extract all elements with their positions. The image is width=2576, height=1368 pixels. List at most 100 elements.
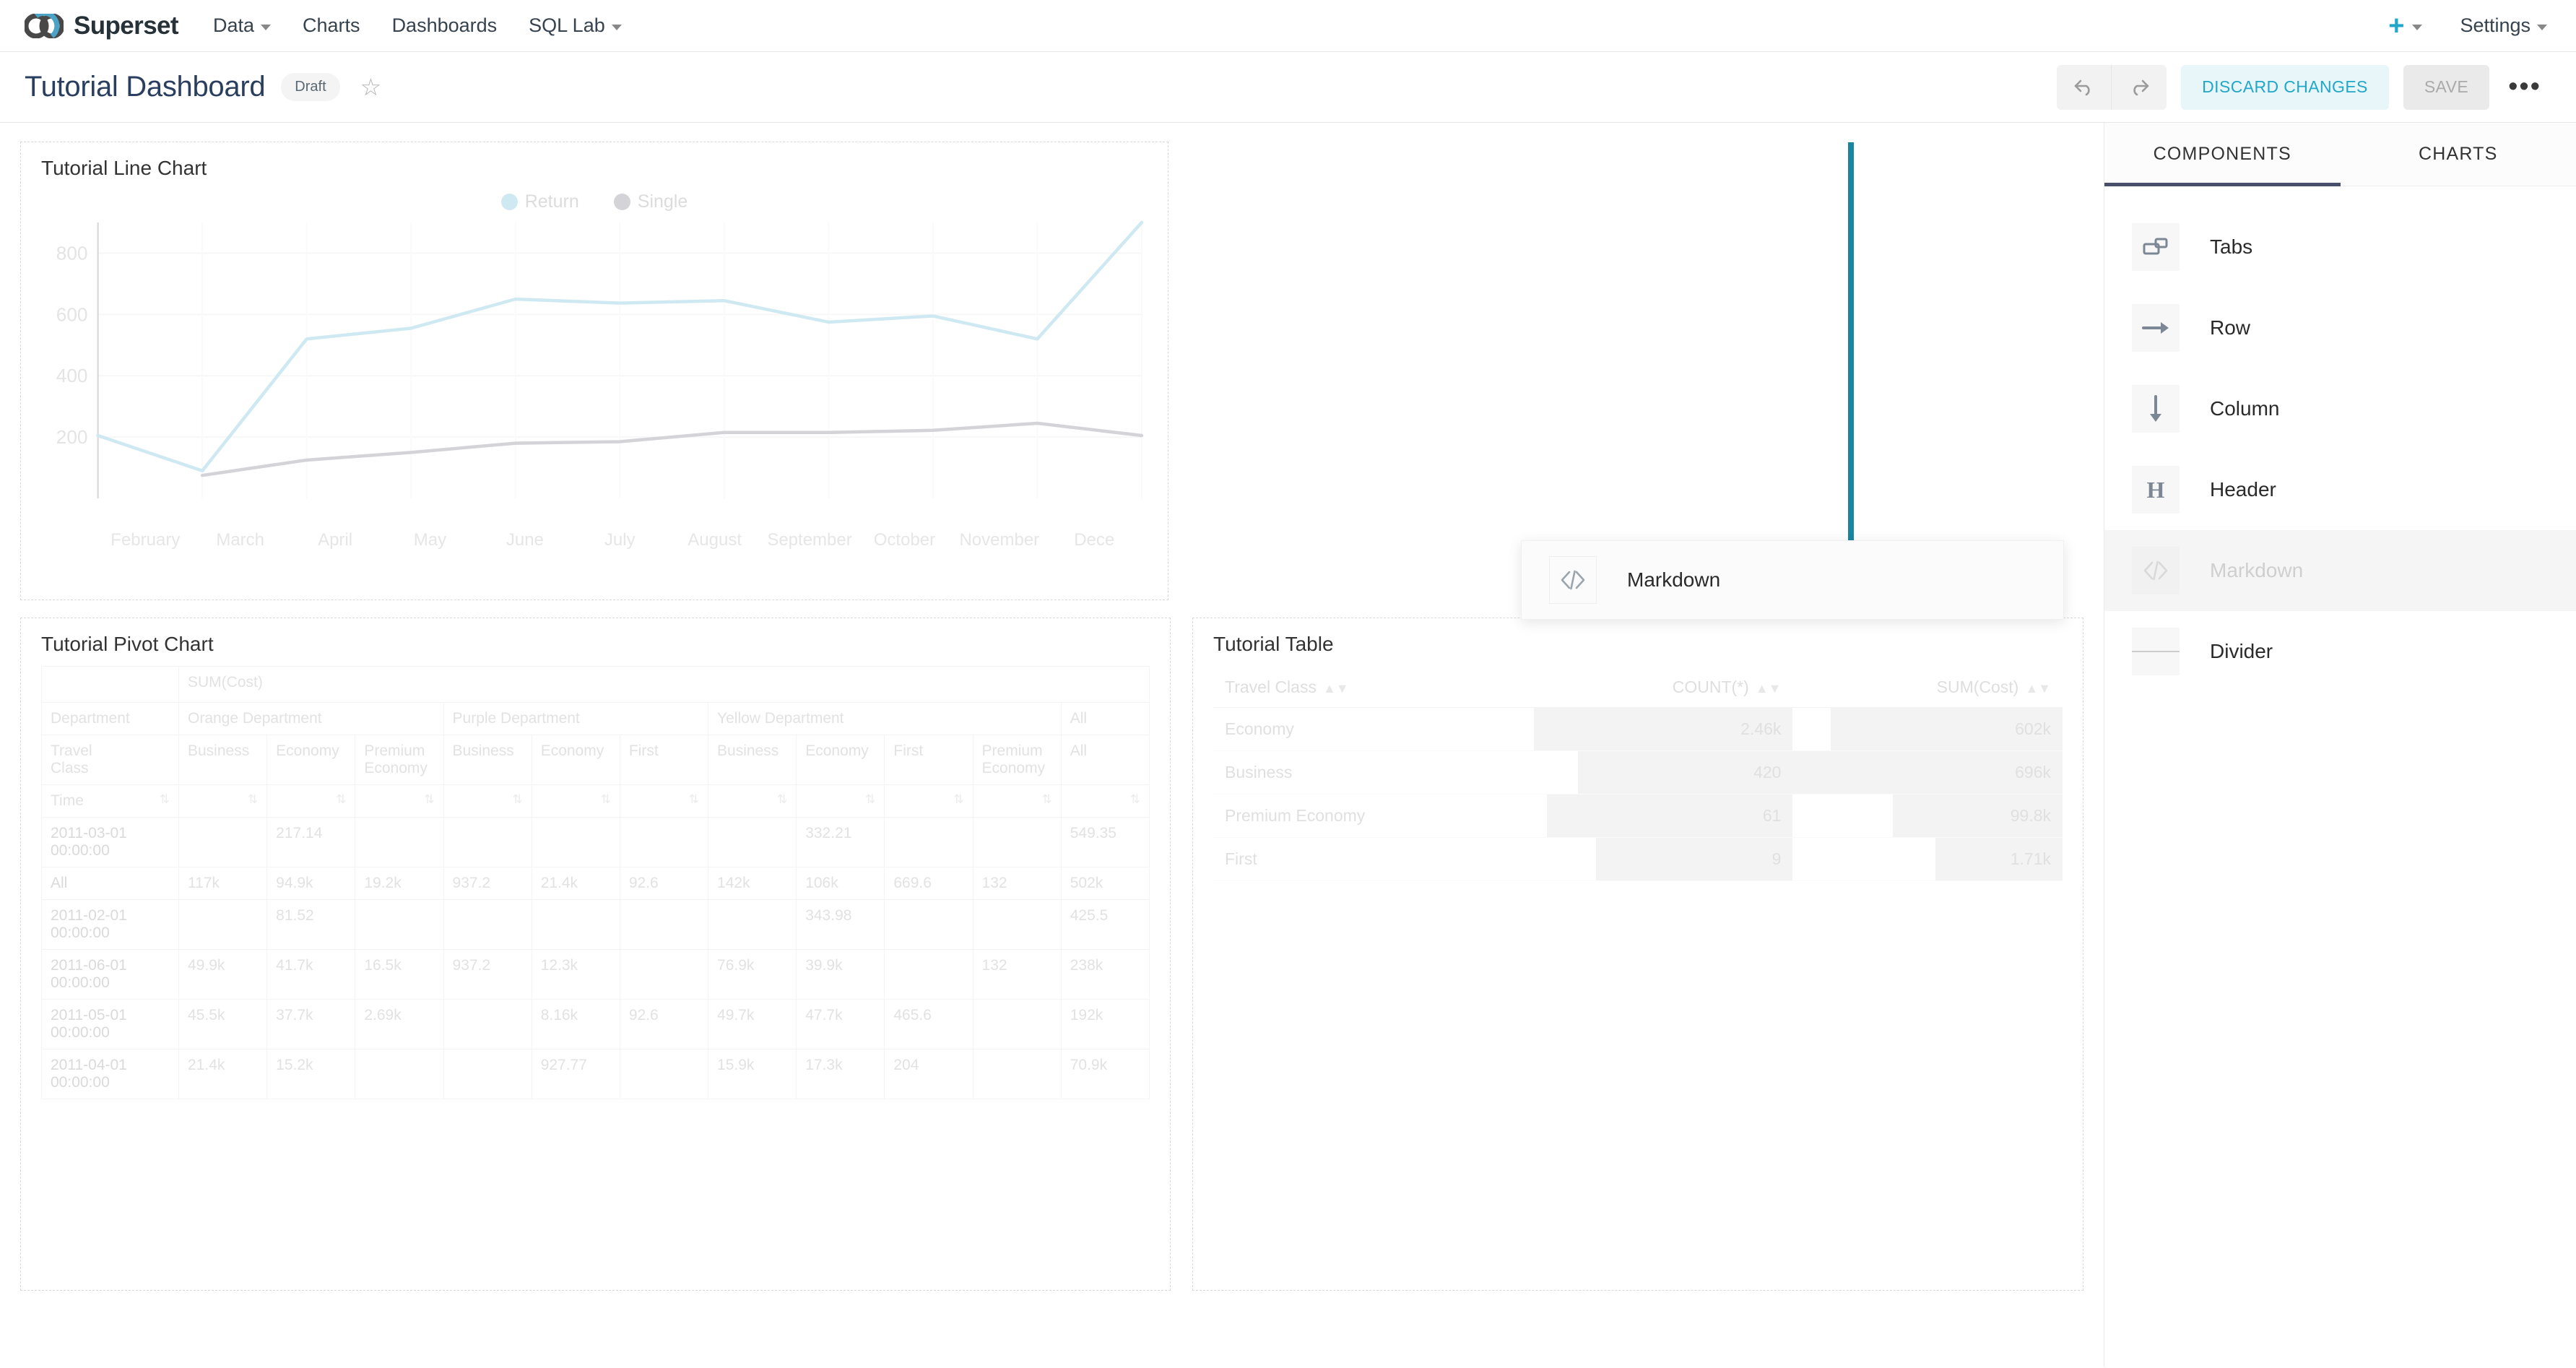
pivot-column-sort-handle[interactable]: ⇅ — [443, 784, 532, 818]
redo-button[interactable] — [2112, 64, 2167, 110]
pivot-value-cell: 142k — [708, 867, 797, 900]
component-label: Divider — [2210, 640, 2273, 662]
x-tick-label: April — [318, 530, 353, 550]
pivot-class-header[interactable]: All — [1060, 735, 1150, 785]
pivot-value-cell — [972, 817, 1062, 867]
pivot-value-cell: 937.2 — [443, 949, 532, 1000]
table-row: Economy 2.46k 602k — [1213, 707, 2063, 751]
column-header-sum-cost[interactable]: SUM(Cost) ▲▼ — [1792, 667, 2063, 708]
pivot-column-sort-handle[interactable]: ⇅ — [796, 784, 885, 818]
component-item-tabs[interactable]: Tabs — [2104, 207, 2576, 287]
nav-item-data[interactable]: Data — [213, 14, 272, 37]
results-table-body: Economy 2.46k 602k Business 420 696k Premium E… — [1213, 707, 2063, 881]
component-item-markdown[interactable]: Markdown — [2104, 530, 2576, 611]
pivot-column-sort-handle[interactable]: ⇅ — [531, 784, 620, 818]
legend-item-single[interactable]: Single — [613, 191, 688, 212]
pivot-time-sort-row: Time ⇅ ⇅ ⇅ ⇅ ⇅ ⇅ ⇅ ⇅ ⇅ ⇅ ⇅ ⇅ — [41, 784, 1150, 818]
pivot-value-cell — [619, 817, 709, 867]
pivot-time-sort-header[interactable]: Time ⇅ — [41, 784, 179, 818]
column-header-travel-class[interactable]: Travel Class ▲▼ — [1213, 667, 1534, 708]
nav-item-sql-lab-label: SQL Lab — [529, 14, 605, 36]
pivot-class-header[interactable]: First — [884, 735, 973, 785]
chart-legend: Return Single — [41, 191, 1148, 212]
favorite-star-icon[interactable]: ☆ — [360, 74, 382, 100]
drop-target-zone[interactable] — [1190, 142, 1855, 600]
pivot-value-cell — [972, 899, 1062, 950]
table-row: 2011-04-01 00:00:00 21.4k 15.2k 927.77 15.9k 1… — [41, 1049, 1150, 1099]
cell-sum-cost: 602k — [1792, 707, 2063, 751]
legend-item-return[interactable]: Return — [500, 191, 579, 212]
cell-travel-class: Economy — [1213, 707, 1534, 751]
superset-brand[interactable]: Superset — [25, 11, 179, 40]
chart-card-table[interactable]: Tutorial Table Travel Class ▲▼ COUNT(*) ▲▼ S… — [1192, 618, 2083, 1291]
chart-card-line[interactable]: Tutorial Line Chart Return Single — [20, 142, 1168, 600]
pivot-class-header[interactable]: Economy — [796, 735, 885, 785]
save-button[interactable]: SAVE — [2403, 64, 2490, 110]
pivot-column-sort-handle[interactable]: ⇅ — [1060, 784, 1150, 818]
new-item-button[interactable]: + — [2388, 12, 2423, 40]
pivot-column-sort-handle[interactable]: ⇅ — [619, 784, 709, 818]
more-options-button[interactable]: ••• — [2508, 72, 2541, 102]
pivot-class-header[interactable]: Business — [178, 735, 268, 785]
pivot-row-time-cell: 2011-02-01 00:00:00 — [41, 899, 179, 950]
pivot-class-header[interactable]: Premium Economy — [972, 735, 1062, 785]
undo-redo-group — [2057, 64, 2167, 110]
pivot-column-sort-handle[interactable]: ⇅ — [266, 784, 356, 818]
undo-button[interactable] — [2057, 64, 2112, 110]
nav-item-sql-lab[interactable]: SQL Lab — [529, 14, 622, 37]
cell-sum-cost: 1.71k — [1792, 837, 2063, 881]
pivot-value-cell: 132 — [972, 949, 1062, 1000]
pivot-column-sort-handle[interactable]: ⇅ — [884, 784, 973, 818]
chart-card-pivot[interactable]: Tutorial Pivot Chart SUM(Cost) Departmen… — [20, 618, 1171, 1291]
pivot-column-sort-handle[interactable]: ⇅ — [972, 784, 1062, 818]
component-item-column[interactable]: Column — [2104, 368, 2576, 449]
component-label: Markdown — [2210, 559, 2304, 581]
pivot-value-cell — [178, 899, 268, 950]
page-title: Tutorial Dashboard — [25, 71, 266, 103]
tab-charts[interactable]: CHARTS — [2418, 144, 2498, 164]
nav-item-charts[interactable]: Charts — [303, 14, 360, 37]
pivot-class-header[interactable]: Business — [708, 735, 797, 785]
pivot-value-cell — [884, 899, 973, 950]
pivot-value-cell: 12.3k — [531, 949, 620, 1000]
superset-logo-icon — [25, 13, 64, 38]
pivot-value-cell — [355, 1049, 444, 1099]
pivot-value-cell — [355, 899, 444, 950]
component-item-header[interactable]: H Header — [2104, 449, 2576, 530]
pivot-class-header[interactable]: Economy — [266, 735, 356, 785]
pivot-value-cell: 45.5k — [178, 999, 268, 1049]
pivot-class-header[interactable]: Premium Economy — [355, 735, 444, 785]
chart-title-line: Tutorial Line Chart — [41, 157, 207, 179]
pivot-value-cell — [708, 817, 797, 867]
x-tick-label: March — [216, 530, 265, 550]
pivot-metric-row: SUM(Cost) — [41, 666, 1150, 703]
pivot-column-sort-handle[interactable]: ⇅ — [708, 784, 797, 818]
component-item-divider[interactable]: Divider — [2104, 611, 2576, 692]
divider-icon — [2132, 628, 2180, 675]
pivot-value-cell: 70.9k — [1060, 1049, 1150, 1099]
pivot-scroll-container[interactable]: SUM(Cost) Department Orange Department Pur… — [41, 666, 1150, 1099]
pivot-class-header[interactable]: Economy — [531, 735, 620, 785]
pivot-value-cell: 94.9k — [266, 867, 356, 900]
series-line-return — [96, 220, 1144, 473]
pivot-class-header[interactable]: Business — [443, 735, 532, 785]
pivot-row-label-department: Department — [41, 702, 179, 735]
tab-components[interactable]: COMPONENTS — [2104, 123, 2341, 186]
pivot-value-cell: 49.9k — [178, 949, 268, 1000]
column-header-count[interactable]: COUNT(*) ▲▼ — [1533, 667, 1793, 708]
nav-item-dashboards[interactable]: Dashboards — [392, 14, 498, 37]
settings-menu[interactable]: Settings — [2460, 14, 2547, 37]
pivot-value-cell: 117k — [178, 867, 268, 900]
pivot-column-sort-handle[interactable]: ⇅ — [178, 784, 268, 818]
table-row: 2011-03-01 00:00:00 217.14 332.21 549.35 — [41, 817, 1150, 867]
pivot-department-header: Orange Department — [178, 702, 444, 735]
pivot-value-cell: 927.77 — [531, 1049, 620, 1099]
discard-changes-button[interactable]: DISCARD CHANGES — [2181, 64, 2389, 110]
component-item-row[interactable]: Row — [2104, 287, 2576, 368]
pivot-class-header[interactable]: First — [619, 735, 709, 785]
pivot-department-header: Purple Department — [443, 702, 709, 735]
brand-name: Superset — [74, 11, 179, 40]
drop-position-indicator — [1848, 142, 1854, 599]
value-bar — [1892, 795, 2063, 837]
pivot-column-sort-handle[interactable]: ⇅ — [355, 784, 444, 818]
